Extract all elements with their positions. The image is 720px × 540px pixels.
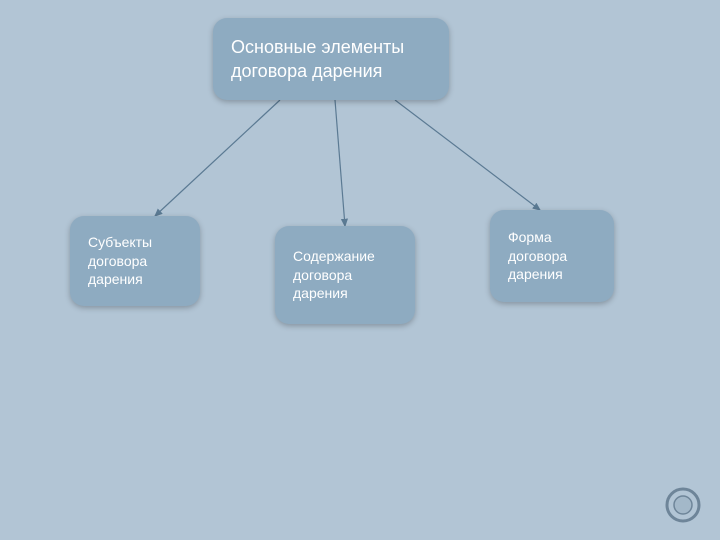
node-label: Форма договора дарения: [508, 228, 596, 285]
edge: [155, 100, 280, 216]
diagram-canvas: Основные элементы договора дарения Субъек…: [0, 0, 720, 540]
node-label: Основные элементы договора дарения: [231, 35, 431, 84]
node-label: Содержание договора дарения: [293, 247, 397, 304]
decor-circle-icon: [663, 485, 703, 530]
edge: [335, 100, 345, 226]
node-root: Основные элементы договора дарения: [213, 18, 449, 100]
node-child2: Содержание договора дарения: [275, 226, 415, 324]
edge: [395, 100, 540, 210]
node-child1: Субъекты договора дарения: [70, 216, 200, 306]
node-label: Субъекты договора дарения: [88, 233, 182, 290]
node-child3: Форма договора дарения: [490, 210, 614, 302]
